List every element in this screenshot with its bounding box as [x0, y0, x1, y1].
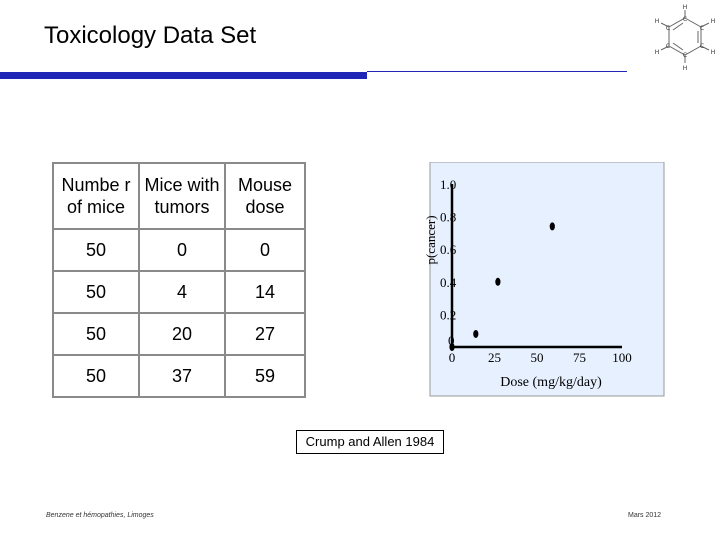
table-header-row: Numbe r of mice Mice with tumors Mouse d…: [52, 162, 306, 230]
y-tick-label: 0: [448, 333, 455, 348]
svg-text:H: H: [683, 4, 688, 11]
page-title: Toxicology Data Set: [44, 22, 257, 49]
svg-text:H: H: [683, 65, 688, 70]
svg-text:H: H: [711, 49, 716, 56]
footer-right: Mars 2012: [628, 512, 662, 519]
table-header-cell: Mouse dose: [224, 162, 306, 230]
x-tick-label: 100: [612, 350, 632, 365]
svg-text:C: C: [700, 25, 704, 32]
plot-background: [429, 162, 665, 397]
svg-text:C: C: [683, 52, 687, 59]
x-tick-label: 75: [573, 350, 586, 365]
x-tick-label: 0: [449, 350, 456, 365]
table-row: 50 20 27: [52, 312, 306, 356]
table-row: 50 4 14: [52, 270, 306, 314]
footer-left: Benzene et hémopathies, Limoges: [46, 512, 154, 519]
table-cell: 37: [138, 354, 226, 398]
table-cell: 0: [138, 228, 226, 272]
x-axis-title: Dose (mg/kg/day): [500, 375, 602, 390]
svg-text:H: H: [655, 18, 660, 25]
y-tick-label: 0.6: [440, 242, 457, 257]
data-point: [449, 343, 455, 351]
data-point: [549, 222, 555, 231]
y-tick-label: 0.2: [440, 307, 456, 322]
table-row: 50 37 59: [52, 354, 306, 398]
table-cell: 50: [52, 270, 140, 314]
dose-response-chart: 0 0.2 0.4 0.6 0.8 1.0 0 25 50 75 100 Dose (mg/kg/da…: [423, 162, 665, 397]
title-underline-line: [367, 71, 627, 72]
table-cell: 50: [52, 312, 140, 356]
source-label: Crump and Allen 1984: [296, 430, 444, 454]
table-cell: 0: [224, 228, 306, 272]
table-cell: 20: [138, 312, 226, 356]
table-cell: 4: [138, 270, 226, 314]
title-underline-bar: [0, 72, 367, 79]
svg-text:H: H: [655, 49, 660, 56]
svg-text:H: H: [711, 18, 716, 25]
y-tick-label: 0.4: [440, 275, 457, 290]
table-header-cell: Mice with tumors: [138, 162, 226, 230]
table-header-cell: Numbe r of mice: [52, 162, 140, 230]
svg-text:C: C: [666, 43, 670, 50]
benzene-molecule-icon: H H H H H H C C C C C C: [655, 4, 716, 70]
table-cell: 59: [224, 354, 306, 398]
x-tick-label: 25: [488, 350, 501, 365]
table-cell: 14: [224, 270, 306, 314]
svg-text:C: C: [666, 25, 670, 32]
y-tick-label: 1.0: [440, 177, 456, 192]
data-point: [495, 277, 501, 286]
data-point: [473, 329, 479, 338]
table-cell: 50: [52, 228, 140, 272]
table-cell: 27: [224, 312, 306, 356]
y-axis-title: p(cancer): [423, 215, 438, 264]
x-tick-label: 50: [531, 350, 544, 365]
table-cell: 50: [52, 354, 140, 398]
svg-text:C: C: [700, 43, 704, 50]
y-tick-label: 0.8: [440, 210, 456, 225]
svg-text:C: C: [683, 16, 687, 23]
toxicology-table: Numbe r of mice Mice with tumors Mouse d…: [52, 162, 306, 398]
table-row: 50 0 0: [52, 228, 306, 272]
